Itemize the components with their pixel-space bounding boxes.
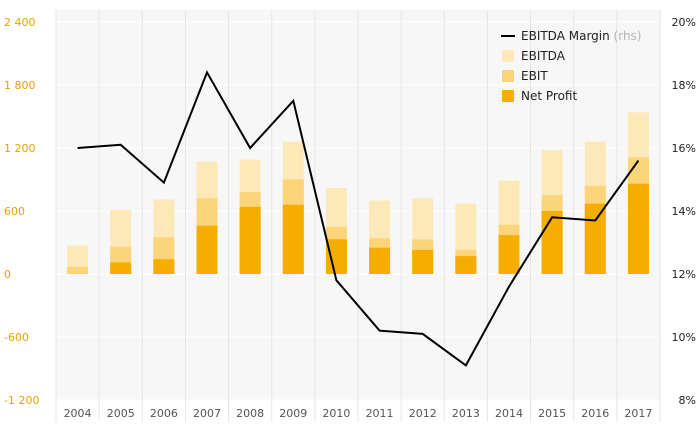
bar-net-profit-2012	[412, 249, 434, 274]
y-left-tick-label: 0	[4, 268, 11, 281]
bar-net-profit-2017	[627, 183, 649, 274]
bar-net-profit-2009	[282, 204, 304, 274]
y-axis-right: 20% 18% 16% 14% 12% 10% 8%	[672, 16, 696, 407]
y-right-tick-label: 18%	[672, 79, 696, 92]
bar-net-profit-2014	[498, 235, 520, 274]
y-right-tick-label: 20%	[672, 16, 696, 29]
x-tick-label: 2010	[322, 407, 350, 420]
y-left-tick-label: 1 200	[4, 142, 36, 155]
y-right-tick-label: 8%	[679, 394, 696, 407]
legend-label-net-profit: Net Profit	[521, 89, 577, 103]
bar-net-profit-2016	[584, 203, 606, 274]
y-right-tick-label: 16%	[672, 142, 696, 155]
legend-swatch-net-profit	[502, 90, 514, 102]
legend-note-rhs: (rhs)	[610, 29, 642, 43]
y-left-tick-label: 1 800	[4, 79, 36, 92]
bar-net-profit-2013	[455, 256, 477, 274]
bars	[67, 112, 649, 274]
x-tick-label: 2009	[279, 407, 307, 420]
y-left-tick-label: 600	[4, 205, 25, 218]
legend-label-ebitda: EBITDA	[521, 49, 566, 63]
x-tick-label: 2006	[150, 407, 178, 420]
bar-net-profit-2006	[153, 259, 175, 274]
x-tick-label: 2017	[624, 407, 652, 420]
y-left-tick-label: 2 400	[4, 16, 36, 29]
legend-label-ebitda-margin: EBITDA Margin (rhs)	[521, 29, 642, 43]
x-tick-label: 2012	[409, 407, 437, 420]
x-tick-label: 2013	[452, 407, 480, 420]
y-right-tick-label: 14%	[672, 205, 696, 218]
grid	[55, 10, 661, 422]
x-tick-label: 2014	[495, 407, 523, 420]
bar-net-profit-2007	[196, 225, 218, 274]
ebitda-margin-line	[77, 70, 640, 367]
legend-swatch-ebitda	[502, 50, 514, 62]
y-axis-left: 2 400 1 800 1 200 600 0 -600 -1 200	[4, 16, 39, 407]
x-tick-label: 2007	[193, 407, 221, 420]
x-tick-label: 2008	[236, 407, 264, 420]
bar-net-profit-2005	[110, 262, 132, 274]
x-tick-label: 2004	[64, 407, 92, 420]
x-tick-label: 2016	[581, 407, 609, 420]
legend-swatch-ebit	[502, 70, 514, 82]
legend-label-ebit: EBIT	[521, 69, 548, 83]
x-tick-label: 2015	[538, 407, 566, 420]
legend: EBITDA Margin (rhs) EBITDA EBIT Net Profit	[501, 29, 642, 103]
x-tick-label: 2005	[107, 407, 135, 420]
x-axis: 2004 2005 2006 2007 2008 2009 2010 2011 2012 2013…	[64, 407, 653, 420]
y-left-tick-label: -1 200	[4, 394, 39, 407]
bar-net-profit-2015	[541, 211, 563, 274]
bar-ebit-2004	[67, 266, 89, 274]
bar-net-profit-2010	[325, 239, 347, 274]
y-left-tick-label: -600	[4, 331, 29, 344]
bar-net-profit-2011	[369, 247, 391, 274]
y-right-tick-label: 10%	[672, 331, 696, 344]
y-right-tick-label: 12%	[672, 268, 696, 281]
bar-net-profit-2008	[239, 206, 261, 274]
x-tick-label: 2011	[366, 407, 394, 420]
